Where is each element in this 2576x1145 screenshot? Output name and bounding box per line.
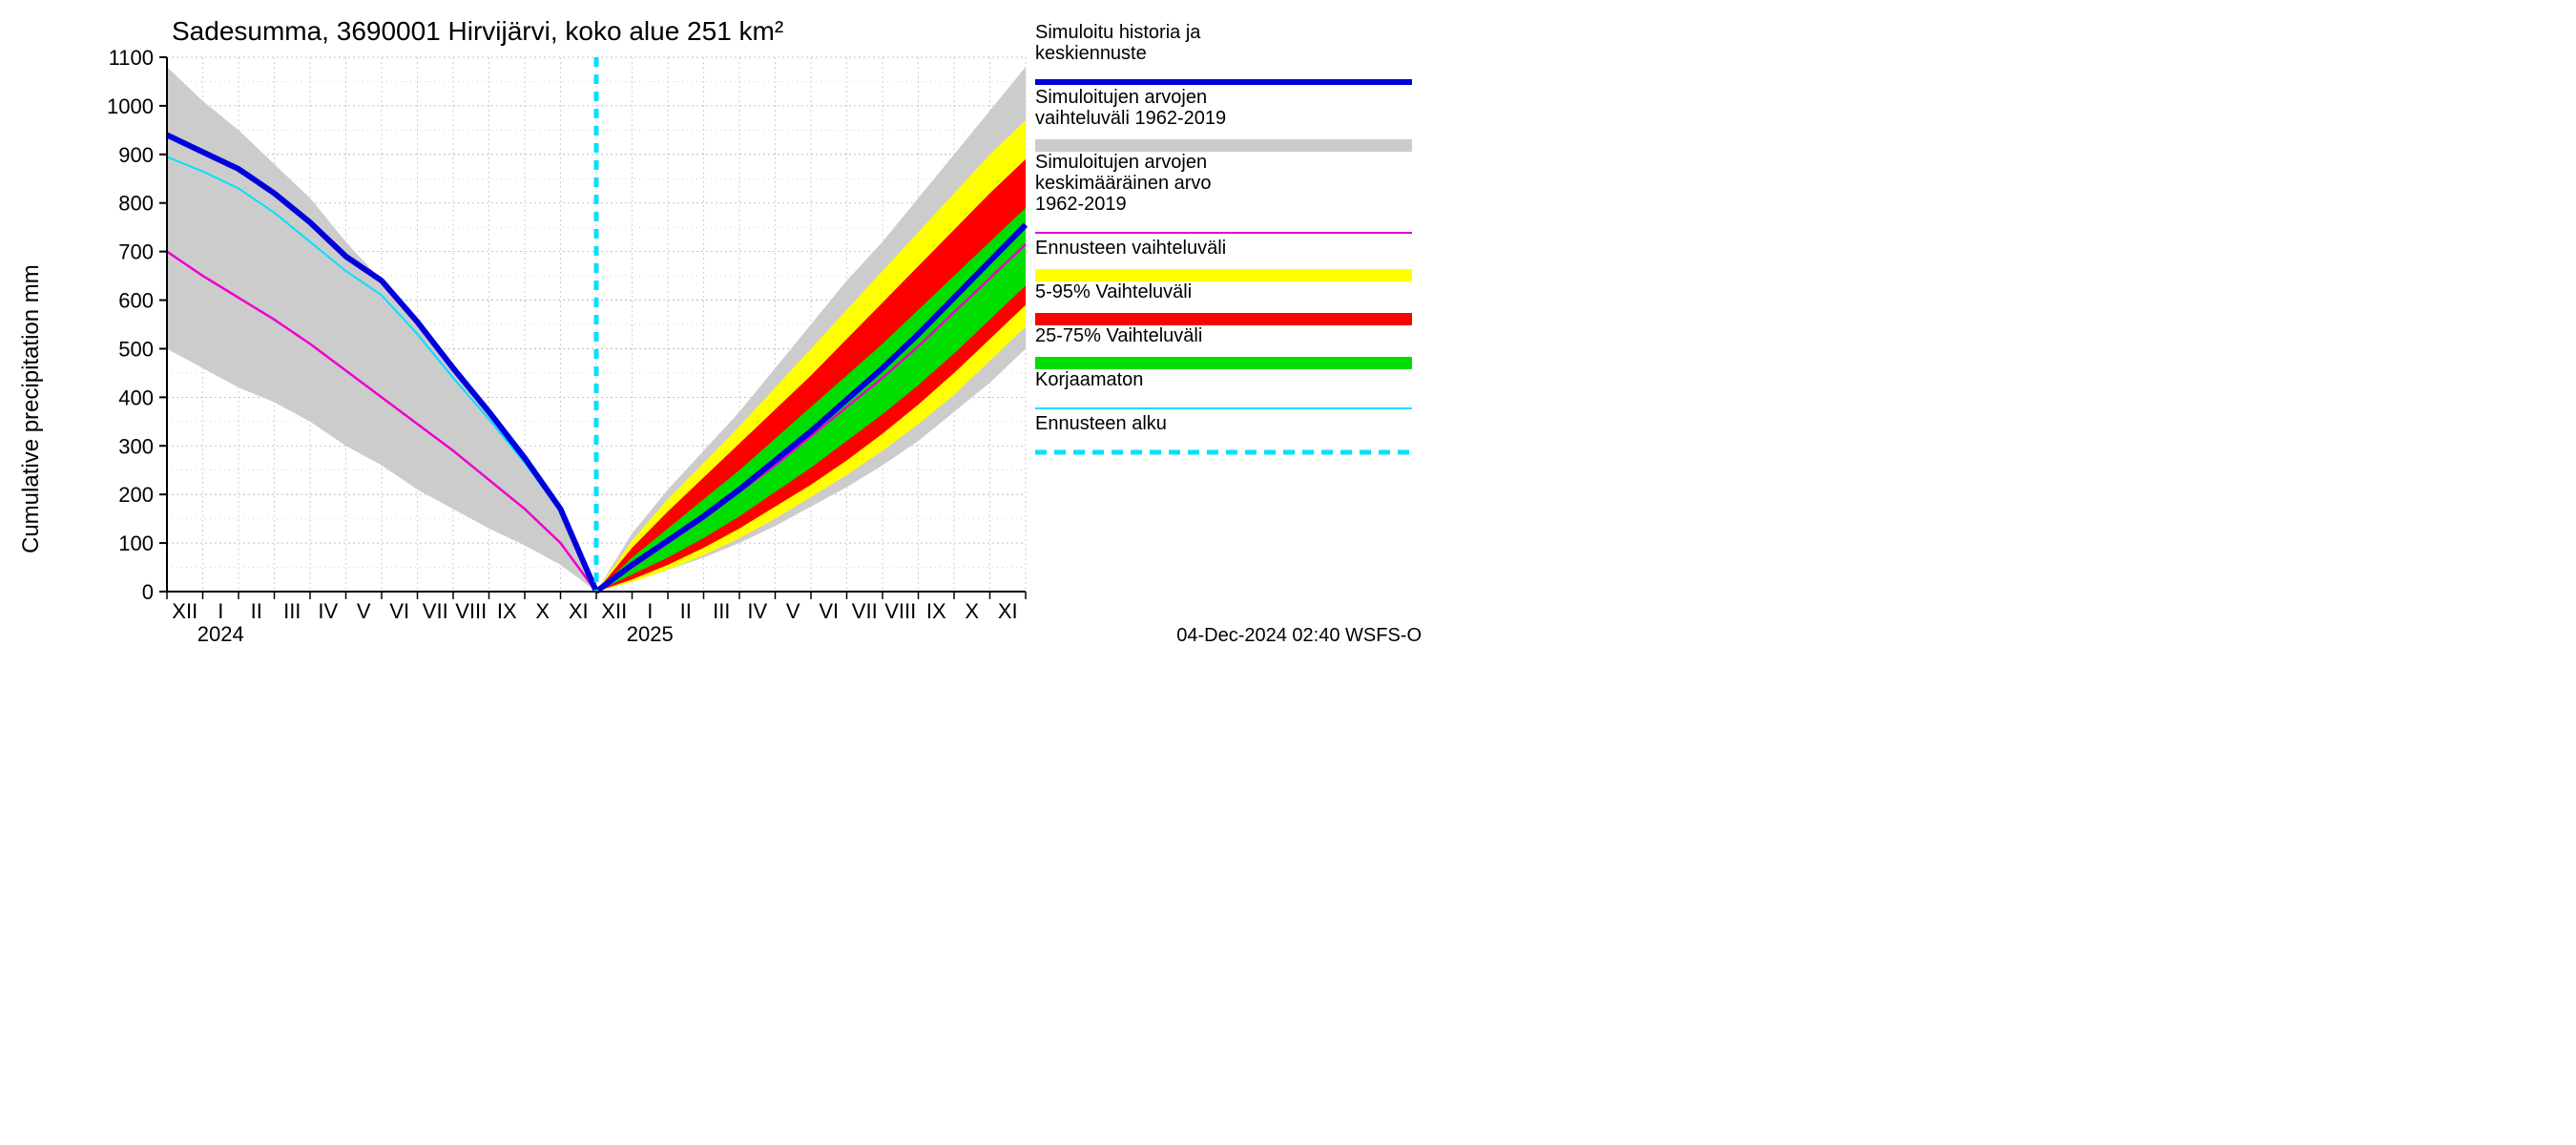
legend-label: 1962-2019: [1035, 194, 1127, 215]
legend-label: keskimääräinen arvo: [1035, 173, 1212, 194]
chart-title: Sadesumma, 3690001 Hirvijärvi, koko alue…: [172, 16, 783, 46]
x-tick-label: II: [251, 599, 262, 623]
x-tick-label: I: [218, 599, 223, 623]
x-tick-label: VI: [819, 599, 839, 623]
x-tick-label: II: [680, 599, 692, 623]
y-tick-label: 100: [118, 531, 154, 555]
legend-label: vaihteluväli 1962-2019: [1035, 108, 1226, 129]
year-label-left: 2024: [197, 622, 244, 646]
x-tick-label: VIII: [455, 599, 487, 623]
x-tick-label: V: [786, 599, 800, 623]
x-tick-label: VII: [852, 599, 878, 623]
legend-swatch: [1035, 313, 1412, 325]
y-tick-label: 300: [118, 434, 154, 458]
footer-timestamp: 04-Dec-2024 02:40 WSFS-O: [1176, 625, 1422, 646]
x-tick-label: III: [713, 599, 730, 623]
legend-label: 25-75% Vaihteluväli: [1035, 325, 1202, 346]
legend-swatch: [1035, 357, 1412, 369]
legend-label: Simuloitu historia ja: [1035, 22, 1201, 43]
y-tick-label: 400: [118, 385, 154, 409]
legend-label: Korjaamaton: [1035, 369, 1143, 390]
y-tick-label: 0: [142, 580, 154, 604]
legend-swatch: [1035, 139, 1412, 152]
precipitation-chart: 010020030040050060070080090010001100XIII…: [0, 0, 1431, 649]
x-tick-label: XII: [601, 599, 627, 623]
legend-label: Ennusteen vaihteluväli: [1035, 238, 1226, 259]
legend-label: Simuloitujen arvojen: [1035, 152, 1207, 173]
y-tick-label: 200: [118, 483, 154, 507]
x-tick-label: VI: [389, 599, 409, 623]
x-tick-label: IV: [318, 599, 338, 623]
x-tick-label: IX: [497, 599, 517, 623]
x-tick-label: XI: [998, 599, 1018, 623]
legend-label: 5-95% Vaihteluväli: [1035, 281, 1192, 302]
x-tick-label: IV: [747, 599, 767, 623]
y-tick-label: 700: [118, 240, 154, 264]
y-tick-label: 1000: [107, 94, 154, 118]
x-tick-label: III: [283, 599, 301, 623]
y-tick-label: 1100: [109, 46, 154, 70]
chart-container: 010020030040050060070080090010001100XIII…: [0, 0, 1431, 649]
y-tick-label: 500: [118, 337, 154, 361]
legend-label: keskiennuste: [1035, 43, 1147, 64]
year-label-right: 2025: [627, 622, 674, 646]
y-tick-label: 900: [118, 143, 154, 167]
y-tick-label: 800: [118, 192, 154, 216]
legend-swatch: [1035, 269, 1412, 281]
x-tick-label: IX: [926, 599, 946, 623]
x-tick-label: X: [535, 599, 550, 623]
y-tick-label: 600: [118, 289, 154, 313]
y-axis-label: Cumulative precipitation mm: [18, 264, 44, 553]
x-tick-label: VII: [423, 599, 448, 623]
x-tick-label: VIII: [884, 599, 916, 623]
legend-label: Simuloitujen arvojen: [1035, 87, 1207, 108]
x-tick-label: V: [357, 599, 371, 623]
legend-label: Ennusteen alku: [1035, 413, 1167, 434]
x-tick-label: I: [647, 599, 653, 623]
x-tick-label: X: [965, 599, 979, 623]
x-tick-label: XI: [569, 599, 589, 623]
x-tick-label: XII: [172, 599, 197, 623]
